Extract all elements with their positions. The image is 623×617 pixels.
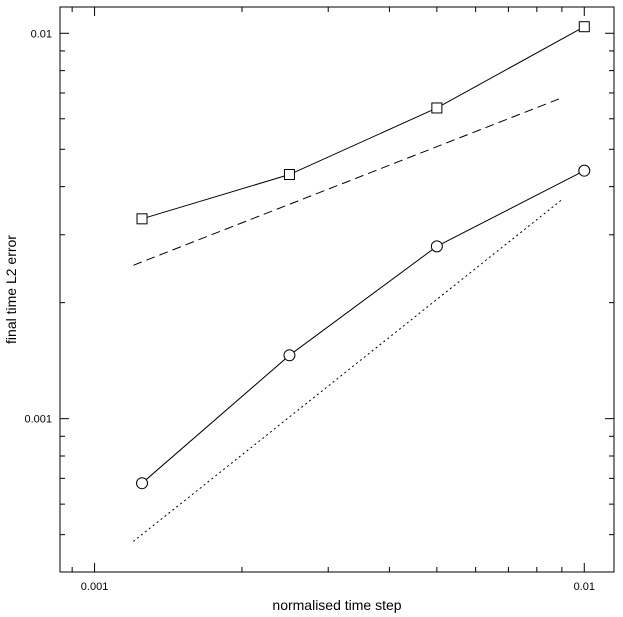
x-axis-title: normalised time step <box>272 597 401 613</box>
circle-marker <box>578 164 591 177</box>
square-marker <box>136 213 148 225</box>
circle-marker <box>430 240 443 253</box>
y-axis-title: final time L2 error <box>3 235 19 344</box>
series-layer <box>133 21 591 542</box>
circle-marker <box>136 477 149 490</box>
series-1 <box>136 21 590 225</box>
square-marker <box>431 102 443 114</box>
series-2-line <box>133 97 563 266</box>
circle-marker <box>283 349 296 362</box>
series-3 <box>136 164 591 490</box>
x-tick-label: 0.001 <box>81 581 109 593</box>
y-tick-label: 0.001 <box>24 414 52 426</box>
square-marker <box>283 169 295 181</box>
plot-frame <box>59 6 615 573</box>
labels-layer: 0.001 0.01 0.001 0.01 <box>24 28 595 593</box>
series-3-line <box>141 170 585 484</box>
series-4-line <box>133 199 563 542</box>
series-4 <box>133 199 563 542</box>
series-2 <box>133 97 563 266</box>
y-tick-label: 0.01 <box>31 28 52 40</box>
axes <box>59 6 615 573</box>
series-1-line <box>141 26 585 220</box>
square-marker <box>578 21 590 33</box>
x-tick-label: 0.01 <box>574 581 595 593</box>
